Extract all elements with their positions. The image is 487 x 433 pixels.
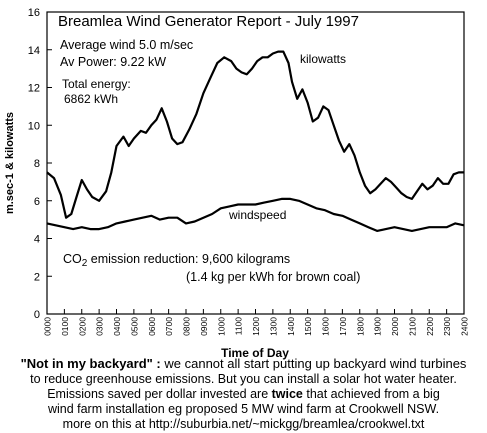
x-tick-label: 0000 — [43, 317, 53, 336]
co2-subscript: 2 — [82, 258, 88, 269]
caption-line-5: more on this at http://suburbia.net/~mic… — [62, 417, 425, 431]
co2-text: emission reduction: 9,600 kilograms — [87, 252, 290, 266]
x-tick-label: 0100 — [60, 317, 70, 336]
x-tick-label: 1000 — [216, 317, 226, 336]
y-tick-label: 12 — [28, 83, 40, 95]
x-tick-label: 0200 — [77, 317, 87, 336]
x-tick-label: 1500 — [303, 317, 313, 336]
x-axis-label: Time of Day — [221, 346, 289, 360]
av-power-annotation: Av Power: 9.22 kW — [60, 55, 166, 69]
y-tick-label: 14 — [28, 45, 40, 57]
x-tick-label: 0300 — [95, 317, 105, 336]
x-tick-label: 2300 — [442, 317, 452, 336]
x-tick-label: 0700 — [164, 317, 174, 336]
caption-nimby-bold: "Not in my backyard" : — [20, 356, 161, 371]
x-tick-label: 2000 — [390, 317, 400, 336]
y-tick-label: 4 — [34, 234, 40, 246]
total-energy-value: 6862 kWh — [64, 92, 118, 106]
co2-prefix: CO — [63, 252, 82, 266]
y-tick-label: 6 — [34, 196, 40, 208]
y-tick-label: 16 — [28, 7, 40, 19]
caption-line-3-post: that achieved from a big — [302, 387, 440, 401]
total-energy-label: Total energy: — [62, 77, 131, 91]
caption-line-2: to reduce greenhouse emissions. But you … — [30, 372, 457, 386]
y-axis-ticks: 0 2 4 6 8 10 12 14 16 — [28, 7, 52, 321]
kilowatts-series-label: kilowatts — [300, 52, 346, 66]
caption-line-1-rest: we cannot all start putting up backyard … — [160, 356, 467, 371]
caption-line-3-pre: Emissions saved per dollar invested are — [47, 387, 272, 401]
x-tick-label: 0800 — [182, 317, 192, 336]
kilowatts-line — [46, 50, 464, 219]
avg-wind-annotation: Average wind 5.0 m/sec — [60, 38, 193, 52]
y-tick-label: 8 — [34, 158, 40, 170]
y-tick-label: 0 — [34, 309, 40, 321]
x-tick-label: 1700 — [338, 317, 348, 336]
x-tick-label: 1100 — [234, 317, 244, 336]
caption-line-3: Emissions saved per dollar invested are … — [0, 387, 487, 401]
co2-annotation: CO2 emission reduction: 9,600 kilograms — [63, 252, 290, 269]
x-tick-label: 0400 — [112, 317, 122, 336]
x-tick-label: 1800 — [355, 317, 365, 336]
co2-note: (1.4 kg per kWh for brown coal) — [186, 270, 360, 284]
y-tick-label: 2 — [34, 271, 40, 283]
chart-title: Breamlea Wind Generator Report - July 19… — [58, 13, 359, 30]
x-tick-label: 2200 — [425, 317, 435, 336]
x-tick-label: 0600 — [147, 317, 157, 336]
x-tick-label: 1600 — [321, 317, 331, 336]
x-tick-label: 0900 — [199, 317, 209, 336]
x-tick-label: 1400 — [286, 317, 296, 336]
caption-line-4: wind farm installation eg proposed 5 MW … — [47, 402, 440, 416]
x-tick-label: 0500 — [129, 317, 139, 336]
x-tick-label: 1300 — [268, 317, 278, 336]
x-tick-label: 1900 — [373, 317, 383, 336]
x-axis-ticks: 0000 0100 0200 0300 0400 0500 0600 0700 0800 0900… — [43, 309, 470, 336]
x-tick-label: 1200 — [251, 317, 261, 336]
windspeed-line — [46, 197, 465, 232]
caption-twice-bold: twice — [271, 387, 303, 401]
windspeed-series-label: windspeed — [228, 208, 286, 222]
x-tick-label: 2400 — [460, 317, 470, 336]
x-tick-label: 2100 — [407, 317, 417, 336]
caption-line-1: "Not in my backyard" : we cannot all sta… — [0, 357, 487, 371]
y-tick-label: 10 — [28, 120, 40, 132]
y-axis-label: m.sec-1 & kilowatts — [4, 112, 16, 214]
